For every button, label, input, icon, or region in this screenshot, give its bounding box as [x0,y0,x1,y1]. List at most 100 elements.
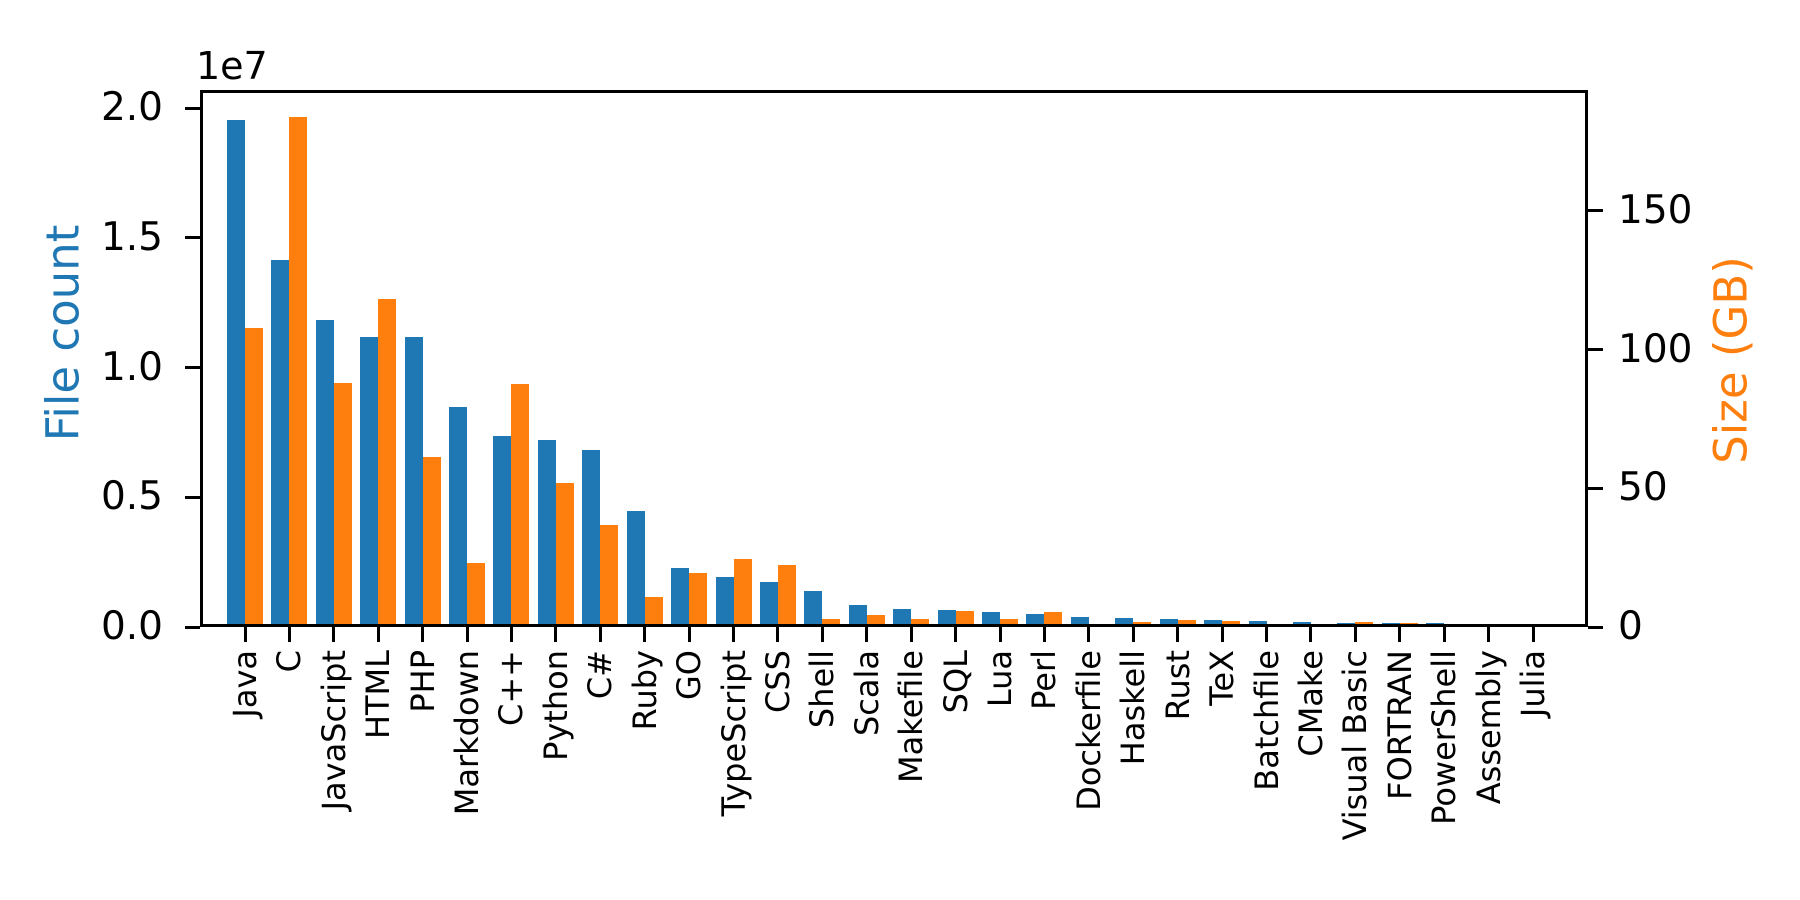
x-tick-mark [776,627,780,642]
bar-file-count [1026,614,1045,627]
bar-size [689,573,708,627]
bar-file-count [848,605,867,627]
x-tick-mark [243,627,247,642]
x-tick-label: Julia [1514,650,1552,718]
x-tick-mark [287,627,291,642]
x-tick-label: Lua [981,650,1020,708]
bar-size [955,611,974,627]
y-tick-mark-left [185,106,200,110]
y-tick-mark-left [185,625,200,629]
bar-file-count [893,609,912,627]
bar-file-count [715,576,734,627]
right-axis-title: Size (GB) [1704,256,1758,464]
x-tick-mark [954,627,958,642]
x-tick-mark [820,627,824,642]
y-tick-label-left: 1.5 [100,214,163,260]
x-tick-label: Markdown [448,650,487,816]
bar-file-count [1204,620,1223,627]
bar-size [1044,612,1063,627]
x-tick-mark [1042,627,1046,642]
x-tick-label: C# [581,650,620,700]
bar-size [911,618,930,627]
x-tick-mark [643,627,647,642]
x-tick-mark [1309,627,1313,642]
bar-file-count [404,337,423,627]
x-tick-label: Shell [803,650,842,729]
x-tick-label: Java [226,650,264,718]
bar-size [422,456,441,627]
bar-file-count [582,450,601,627]
bar-size [245,328,263,627]
x-tick-label: CMake [1291,650,1330,757]
bar-size [289,117,308,627]
y-tick-label-left: 1.0 [100,344,163,390]
x-tick-label: SQL [936,650,975,714]
x-tick-mark [376,627,380,642]
bar-file-count [449,407,468,627]
x-tick-mark [421,627,425,642]
bar-size [378,299,397,627]
bar-size [1000,619,1019,627]
x-tick-label: TypeScript [714,650,753,817]
bar-size [555,482,574,627]
y-tick-label-right: 150 [1618,187,1693,233]
bar-file-count [937,609,956,627]
bar-file-count [671,568,690,627]
bar-size [777,564,796,627]
x-tick-mark [1487,627,1491,642]
x-tick-label: TeX [1203,650,1242,706]
x-tick-label: Visual Basic [1336,650,1375,841]
x-tick-mark [1353,627,1357,642]
y-tick-label-right: 100 [1618,326,1693,372]
bar-size [600,524,619,627]
bar-file-count [804,591,823,627]
bar-file-count [759,582,778,627]
y-tick-mark-right [1588,625,1603,629]
x-tick-mark [332,627,336,642]
bar-file-count [1115,618,1134,627]
y-tick-label-right: 0 [1618,604,1643,649]
y-tick-label-left: 2.0 [100,85,163,131]
x-tick-label: Ruby [625,650,664,731]
x-tick-label: Perl [1025,650,1064,710]
x-tick-label: Rust [1158,650,1197,721]
x-tick-label: JavaScript [314,650,353,811]
x-tick-label: Makefile [892,650,931,784]
bar-file-count [1070,617,1089,627]
left-axis-offset-label: 1e7 [196,44,268,88]
x-tick-label: Python [536,650,575,761]
x-tick-mark [865,627,869,642]
bar-file-count [315,319,334,627]
bar-file-count [982,611,1001,627]
x-tick-label: Scala [847,650,886,737]
bar-file-count [1248,620,1267,627]
y-tick-mark-right [1588,209,1603,213]
y-tick-label-left: 0.5 [100,474,163,520]
bar-size [822,618,841,627]
y-tick-mark-right [1588,486,1603,490]
x-tick-mark [1265,627,1269,642]
bar-size [333,383,352,627]
x-tick-mark [998,627,1002,642]
bar-file-count [626,510,645,627]
x-tick-mark [909,627,913,642]
x-tick-mark [1220,627,1224,642]
y-tick-mark-left [185,366,200,370]
x-tick-mark [554,627,558,642]
y-tick-label-left: 0.0 [100,604,163,649]
bar-size [1177,619,1196,627]
x-tick-label: C [270,650,309,673]
x-tick-label: Dockerfile [1069,650,1108,811]
x-tick-label: CSS [758,650,797,713]
bar-file-count [537,439,556,627]
bar-size [733,558,752,627]
bar-size [1222,620,1241,627]
bar-size [866,614,885,627]
bar-file-count [1159,618,1178,627]
bar-file-count [271,260,290,627]
x-tick-label: Haskell [1114,650,1153,766]
y-tick-mark-right [1588,348,1603,352]
x-tick-label: Batchfile [1247,650,1286,791]
x-tick-label: FORTRAN [1380,650,1419,800]
x-tick-label: C++ [492,650,531,726]
